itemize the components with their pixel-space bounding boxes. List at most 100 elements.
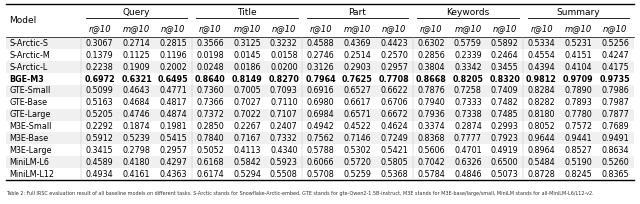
Text: 0.5784: 0.5784 bbox=[417, 170, 445, 178]
Text: 0.5259: 0.5259 bbox=[344, 170, 371, 178]
Text: 0.5805: 0.5805 bbox=[380, 158, 408, 167]
Text: 0.8320: 0.8320 bbox=[490, 74, 520, 83]
Text: 0.7893: 0.7893 bbox=[564, 98, 592, 107]
Text: 0.7332: 0.7332 bbox=[270, 134, 298, 143]
Text: 0.5720: 0.5720 bbox=[344, 158, 371, 167]
Text: 0.3125: 0.3125 bbox=[233, 39, 261, 48]
Bar bbox=[6, 21, 634, 38]
Bar bbox=[6, 4, 634, 21]
Text: 0.7708: 0.7708 bbox=[379, 74, 410, 83]
Text: 0.6984: 0.6984 bbox=[307, 110, 335, 119]
Text: 0.5923: 0.5923 bbox=[270, 158, 298, 167]
Text: 0.4369: 0.4369 bbox=[344, 39, 371, 48]
Text: 0.7167: 0.7167 bbox=[233, 134, 261, 143]
Text: 0.4701: 0.4701 bbox=[454, 146, 482, 155]
Text: 0.8728: 0.8728 bbox=[527, 170, 556, 178]
Text: 0.0248: 0.0248 bbox=[196, 63, 224, 72]
Text: 0.6066: 0.6066 bbox=[307, 158, 334, 167]
Text: 0.8270: 0.8270 bbox=[268, 74, 300, 83]
Text: 0.2957: 0.2957 bbox=[159, 146, 188, 155]
Text: 0.0186: 0.0186 bbox=[233, 63, 260, 72]
Bar bbox=[6, 168, 634, 180]
Text: 0.7042: 0.7042 bbox=[417, 158, 445, 167]
Text: 0.8284: 0.8284 bbox=[528, 86, 556, 95]
Text: 0.7027: 0.7027 bbox=[233, 98, 261, 107]
Text: r@10: r@10 bbox=[88, 25, 111, 34]
Text: 0.7485: 0.7485 bbox=[491, 110, 518, 119]
Text: 0.5163: 0.5163 bbox=[86, 98, 113, 107]
Text: 0.4771: 0.4771 bbox=[159, 86, 188, 95]
Text: 0.6168: 0.6168 bbox=[196, 158, 224, 167]
Text: 0.6326: 0.6326 bbox=[454, 158, 482, 167]
Text: GTE-Small: GTE-Small bbox=[10, 86, 51, 95]
Text: 0.2903: 0.2903 bbox=[344, 63, 371, 72]
Text: 0.7689: 0.7689 bbox=[602, 122, 629, 131]
Bar bbox=[6, 73, 634, 85]
Text: 0.7877: 0.7877 bbox=[601, 110, 629, 119]
Text: Model: Model bbox=[10, 16, 36, 25]
Text: 0.7366: 0.7366 bbox=[196, 98, 224, 107]
Text: 0.1909: 0.1909 bbox=[123, 63, 150, 72]
Text: 0.8368: 0.8368 bbox=[417, 134, 445, 143]
Text: 0.6302: 0.6302 bbox=[417, 39, 445, 48]
Text: 0.2514: 0.2514 bbox=[344, 51, 371, 60]
Text: 0.4643: 0.4643 bbox=[123, 86, 150, 95]
Bar bbox=[6, 61, 634, 73]
Text: 0.2464: 0.2464 bbox=[491, 51, 518, 60]
Text: S-Arctic-L: S-Arctic-L bbox=[10, 63, 48, 72]
Text: 0.6527: 0.6527 bbox=[344, 86, 371, 95]
Text: 0.6972: 0.6972 bbox=[84, 74, 115, 83]
Text: M3E-Small: M3E-Small bbox=[10, 122, 52, 131]
Text: 0.5759: 0.5759 bbox=[454, 39, 482, 48]
Text: n@10: n@10 bbox=[382, 25, 406, 34]
Text: 0.4180: 0.4180 bbox=[123, 158, 150, 167]
Text: 0.5239: 0.5239 bbox=[123, 134, 150, 143]
Text: m@10: m@10 bbox=[344, 25, 371, 34]
Text: 0.2850: 0.2850 bbox=[196, 122, 224, 131]
Text: 0.5484: 0.5484 bbox=[528, 158, 556, 167]
Text: 0.5508: 0.5508 bbox=[270, 170, 298, 178]
Text: 0.5708: 0.5708 bbox=[307, 170, 335, 178]
Text: 0.0158: 0.0158 bbox=[270, 51, 298, 60]
Text: 0.2993: 0.2993 bbox=[491, 122, 518, 131]
Text: 0.2267: 0.2267 bbox=[233, 122, 261, 131]
Text: r@10: r@10 bbox=[530, 25, 553, 34]
Text: 0.8527: 0.8527 bbox=[564, 146, 592, 155]
Text: MiniLM-L6: MiniLM-L6 bbox=[10, 158, 49, 167]
Text: 0.4624: 0.4624 bbox=[380, 122, 408, 131]
Text: S-Arctic-M: S-Arctic-M bbox=[10, 51, 51, 60]
Text: 0.7249: 0.7249 bbox=[380, 134, 408, 143]
Text: 0.9812: 0.9812 bbox=[526, 74, 557, 83]
Text: 0.5294: 0.5294 bbox=[233, 170, 261, 178]
Bar bbox=[6, 121, 634, 132]
Bar bbox=[6, 156, 634, 168]
Text: r@10: r@10 bbox=[420, 25, 442, 34]
Text: Part: Part bbox=[349, 8, 366, 17]
Text: 0.2815: 0.2815 bbox=[159, 39, 188, 48]
Text: 0.5099: 0.5099 bbox=[86, 86, 114, 95]
Text: 0.5231: 0.5231 bbox=[564, 39, 592, 48]
Text: 0.4846: 0.4846 bbox=[454, 170, 482, 178]
Text: Title: Title bbox=[237, 8, 257, 17]
Text: 0.4588: 0.4588 bbox=[307, 39, 335, 48]
Text: 0.3415: 0.3415 bbox=[86, 146, 113, 155]
Text: 0.7964: 0.7964 bbox=[305, 74, 336, 83]
Text: 0.1125: 0.1125 bbox=[123, 51, 150, 60]
Text: 0.5260: 0.5260 bbox=[602, 158, 629, 167]
Text: 0.2746: 0.2746 bbox=[307, 51, 335, 60]
Text: Query: Query bbox=[123, 8, 150, 17]
Text: 0.5606: 0.5606 bbox=[417, 146, 445, 155]
Text: 0.9735: 0.9735 bbox=[600, 74, 630, 83]
Text: 0.6980: 0.6980 bbox=[307, 98, 335, 107]
Text: 0.4175: 0.4175 bbox=[602, 63, 629, 72]
Bar bbox=[6, 97, 634, 109]
Text: M3E-Base: M3E-Base bbox=[10, 134, 49, 143]
Text: 0.4589: 0.4589 bbox=[86, 158, 113, 167]
Text: 0.5892: 0.5892 bbox=[491, 39, 518, 48]
Text: 0.7840: 0.7840 bbox=[196, 134, 224, 143]
Text: 0.0145: 0.0145 bbox=[233, 51, 261, 60]
Text: 0.6617: 0.6617 bbox=[344, 98, 371, 107]
Text: 0.3067: 0.3067 bbox=[86, 39, 113, 48]
Text: n@10: n@10 bbox=[603, 25, 627, 34]
Text: 0.1196: 0.1196 bbox=[159, 51, 187, 60]
